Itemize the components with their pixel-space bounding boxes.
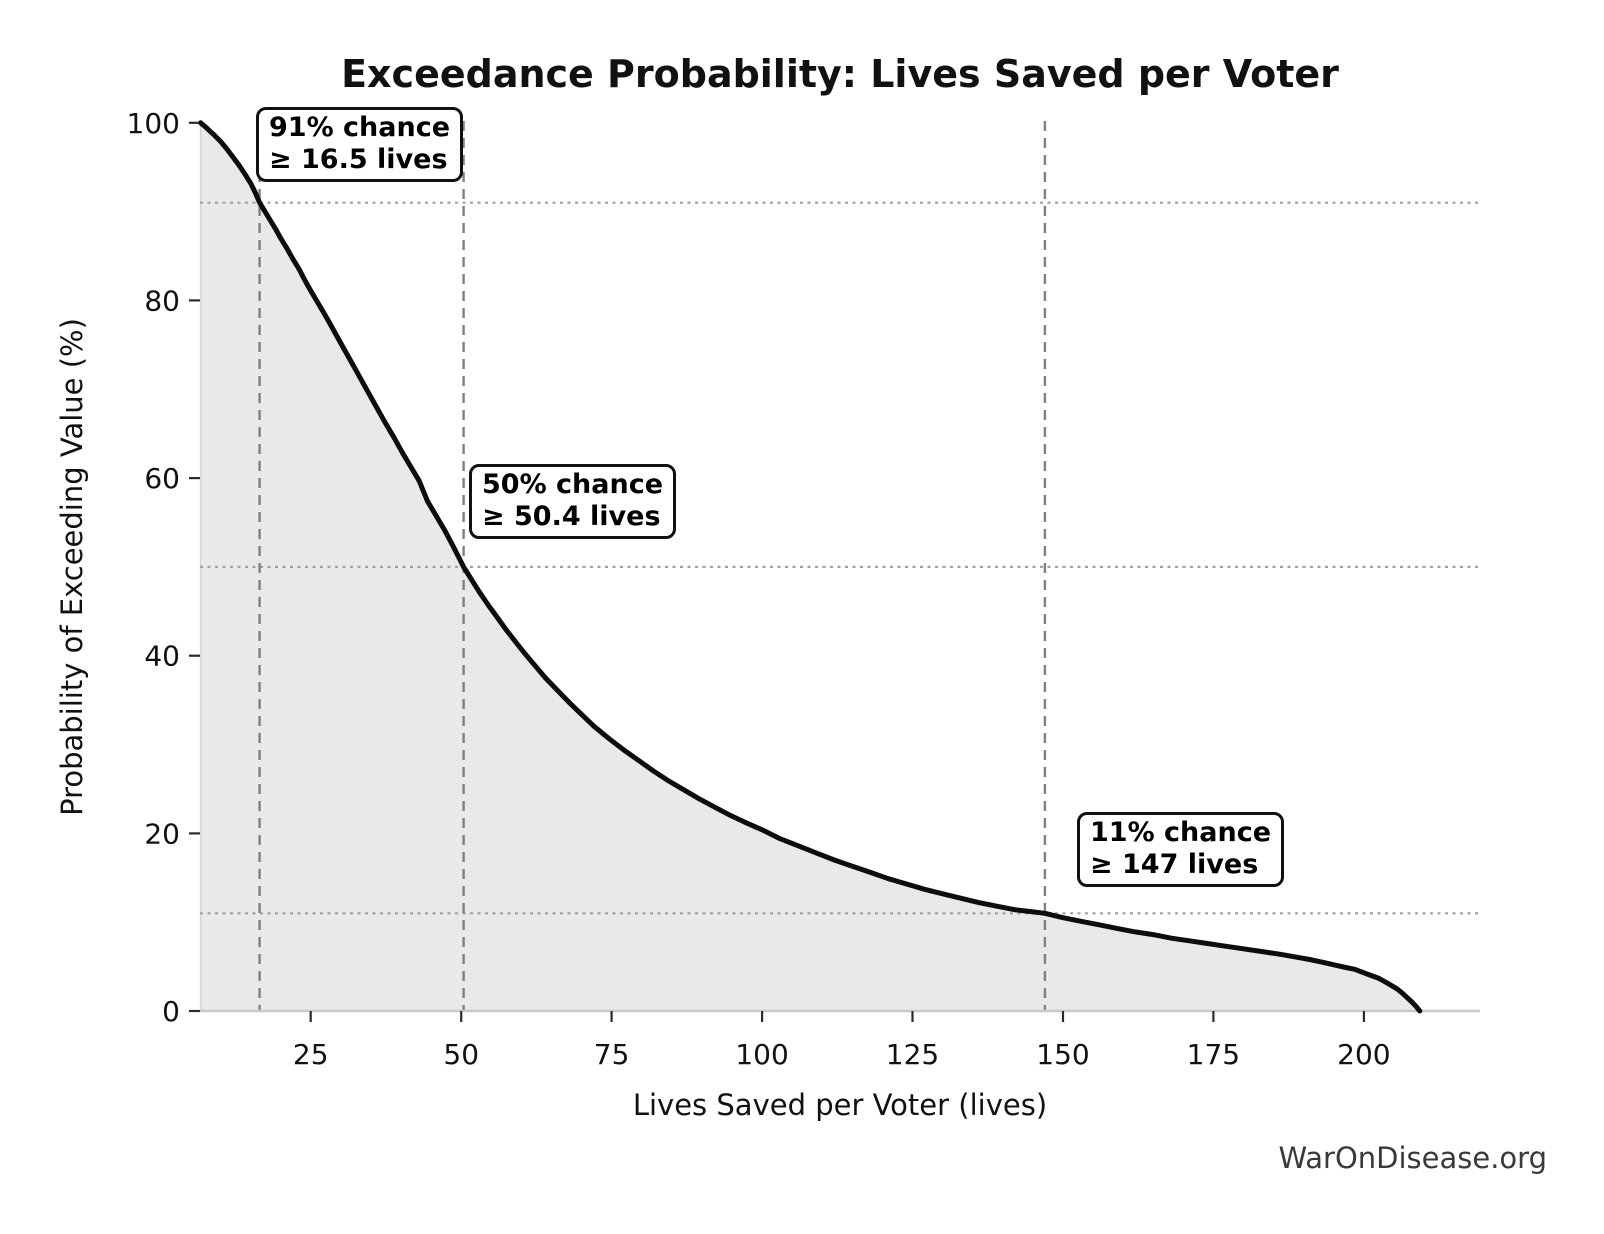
x-tick-label: 150 xyxy=(1036,1038,1089,1071)
annotation-line1: 50% chance xyxy=(482,469,664,500)
y-tick-label: 0 xyxy=(162,995,180,1028)
x-axis-label: Lives Saved per Voter (lives) xyxy=(632,1088,1048,1122)
annotation-50pct-box: 50% chance ≥ 50.4 lives xyxy=(469,464,677,540)
annotation-11pct-box: 11% chance ≥ 147 lives xyxy=(1077,812,1285,888)
annotation-line1: 91% chance xyxy=(269,112,451,143)
y-tick-label: 100 xyxy=(127,107,180,140)
annotation-line2: ≥ 16.5 lives xyxy=(269,143,448,175)
watermark-text: WarOnDisease.org xyxy=(1278,1141,1547,1175)
x-tick-label: 50 xyxy=(443,1038,479,1071)
x-tick-label: 175 xyxy=(1187,1038,1240,1071)
annotation-91pct-box: 91% chance ≥ 16.5 lives xyxy=(256,107,464,183)
exceedance-curve xyxy=(198,120,1423,1014)
y-tick-label: 40 xyxy=(144,640,180,673)
y-axis-label: Probability of Exceeding Value (%) xyxy=(55,318,89,816)
x-tick-label: 25 xyxy=(293,1038,329,1071)
y-tick-label: 20 xyxy=(144,817,180,850)
x-tick-label: 200 xyxy=(1337,1038,1390,1071)
y-tick-label: 60 xyxy=(144,462,180,495)
chart-title: Exceedance Probability: Lives Saved per … xyxy=(341,52,1339,96)
annotation-line2: ≥ 147 lives xyxy=(1090,848,1259,880)
annotation-line2: ≥ 50.4 lives xyxy=(482,500,661,532)
x-tick-label: 75 xyxy=(594,1038,630,1071)
x-tick-label: 100 xyxy=(735,1038,788,1071)
x-tick-label: 125 xyxy=(886,1038,939,1071)
y-tick-label: 80 xyxy=(144,284,180,317)
annotation-line1: 11% chance xyxy=(1090,817,1272,848)
